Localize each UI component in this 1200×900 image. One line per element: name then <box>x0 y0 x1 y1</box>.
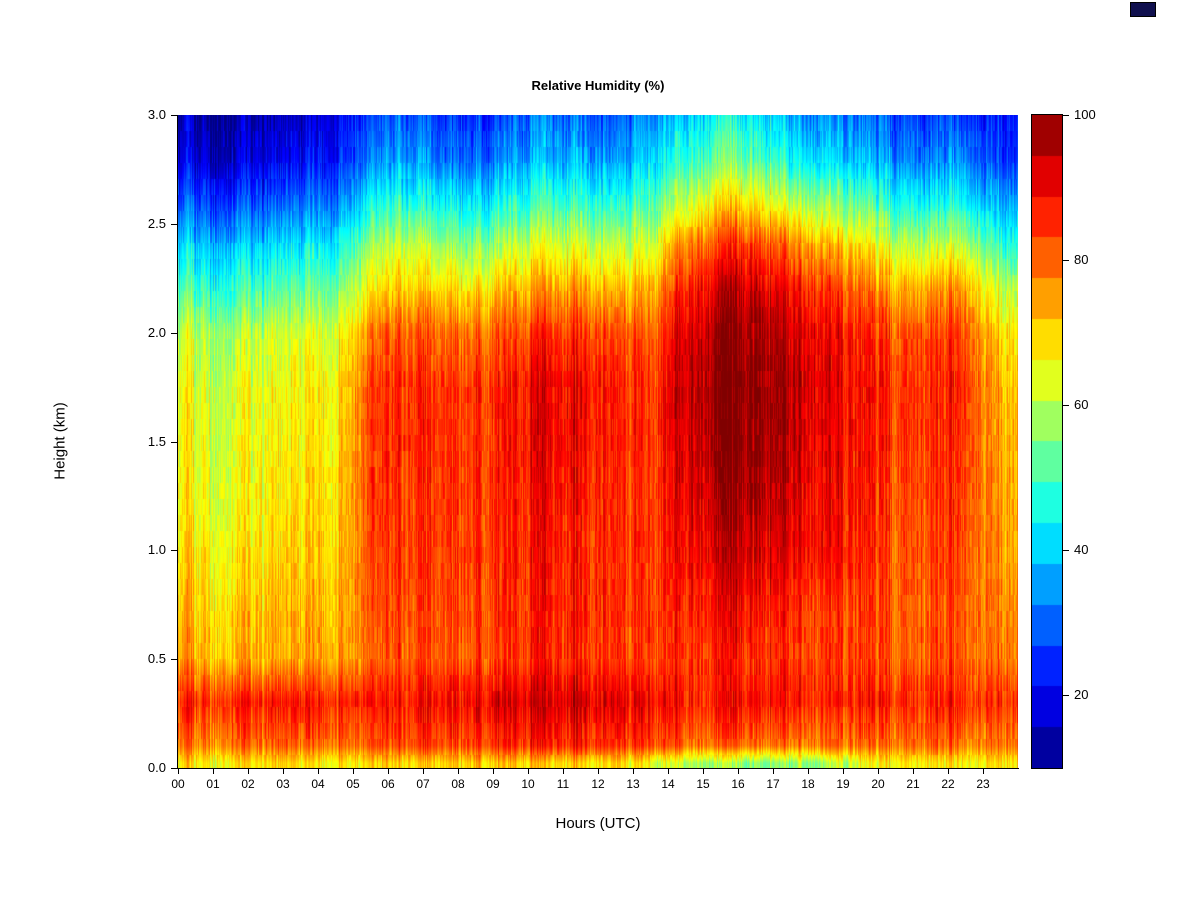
y-tick-mark <box>171 223 177 225</box>
x-tick-label: 19 <box>836 777 850 791</box>
x-axis-title: Hours (UTC) <box>555 815 641 832</box>
x-tick-label: 14 <box>661 777 675 791</box>
y-tick-label: 3.0 <box>147 107 166 122</box>
y-tick-mark <box>171 441 177 443</box>
x-tick-mark <box>423 768 424 774</box>
x-tick-label: 22 <box>941 777 955 791</box>
colorbar-tick-mark <box>1063 550 1069 552</box>
x-tick-label: 21 <box>906 777 920 791</box>
y-tick-label: 0.0 <box>147 760 166 775</box>
y-tick-label: 1.0 <box>147 542 166 558</box>
x-tick-mark <box>283 768 284 774</box>
x-tick-label: 05 <box>346 777 360 791</box>
x-tick-mark <box>633 768 634 774</box>
colorbar-tick-label: 100 <box>1074 107 1096 122</box>
window-corner-artifact <box>1130 2 1156 17</box>
x-tick-label: 06 <box>381 777 395 791</box>
y-tick-mark <box>171 115 177 116</box>
x-tick-label: 20 <box>871 777 885 791</box>
x-tick-mark <box>843 768 844 774</box>
x-tick-mark <box>668 768 669 774</box>
y-axis-line <box>177 115 178 769</box>
x-tick-mark <box>493 768 494 774</box>
x-tick-mark <box>773 768 774 774</box>
colorbar-tick-label: 40 <box>1074 542 1089 558</box>
x-tick-mark <box>213 768 214 774</box>
heatmap-canvas <box>178 115 1018 768</box>
colorbar-tick-mark <box>1063 405 1069 407</box>
y-axis-title: Height (km) <box>51 402 69 480</box>
colorbar-border <box>1031 114 1063 769</box>
x-tick-mark <box>353 768 354 774</box>
x-tick-mark <box>913 768 914 774</box>
x-tick-mark <box>248 768 249 774</box>
x-tick-label: 12 <box>591 777 605 791</box>
plot-title: Relative Humidity (%) <box>531 78 665 93</box>
x-tick-mark <box>318 768 319 774</box>
colorbar-canvas <box>1032 115 1062 768</box>
x-tick-mark <box>878 768 879 774</box>
colorbar-tick-label: 20 <box>1074 687 1089 703</box>
x-tick-mark <box>598 768 599 774</box>
colorbar-tick-label: 60 <box>1074 397 1089 413</box>
y-tick-label: 2.0 <box>147 324 166 340</box>
x-tick-mark <box>388 768 389 774</box>
x-tick-mark <box>703 768 704 774</box>
x-tick-label: 09 <box>486 777 500 791</box>
x-tick-mark <box>563 768 564 774</box>
x-tick-label: 07 <box>416 777 430 791</box>
x-tick-label: 15 <box>696 777 710 791</box>
x-tick-label: 11 <box>556 777 570 791</box>
y-tick-mark <box>171 768 177 769</box>
y-tick-label: 2.5 <box>147 215 166 231</box>
colorbar-tick-mark <box>1063 695 1069 697</box>
y-tick-mark <box>171 550 177 552</box>
x-tick-label: 04 <box>311 777 325 791</box>
x-tick-mark <box>983 768 984 774</box>
x-tick-label: 17 <box>766 777 780 791</box>
x-tick-label: 01 <box>206 777 220 791</box>
x-tick-label: 18 <box>801 777 815 791</box>
x-tick-mark <box>948 768 949 774</box>
x-tick-label: 10 <box>521 777 535 791</box>
x-tick-mark <box>528 768 529 774</box>
x-tick-label: 00 <box>171 777 185 791</box>
x-tick-label: 02 <box>241 777 255 791</box>
colorbar-tick-label: 80 <box>1074 252 1089 268</box>
x-tick-mark <box>178 768 179 774</box>
x-tick-mark <box>738 768 739 774</box>
x-tick-mark <box>458 768 459 774</box>
x-tick-label: 23 <box>976 777 990 791</box>
x-tick-label: 08 <box>451 777 465 791</box>
x-tick-label: 03 <box>276 777 290 791</box>
y-tick-mark <box>171 659 177 661</box>
y-tick-label: 0.5 <box>147 651 166 667</box>
y-tick-label: 1.5 <box>147 433 166 449</box>
x-tick-label: 13 <box>626 777 640 791</box>
x-tick-mark <box>808 768 809 774</box>
colorbar-tick-mark <box>1063 260 1069 262</box>
colorbar-tick-mark <box>1063 115 1069 116</box>
x-tick-label: 16 <box>731 777 745 791</box>
y-tick-mark <box>171 332 177 334</box>
